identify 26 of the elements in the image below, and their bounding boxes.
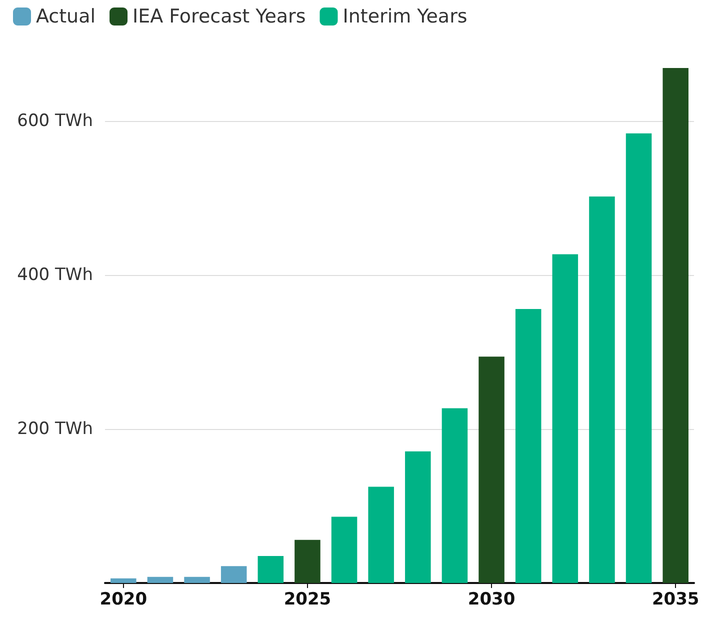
bar (331, 516, 358, 583)
y-tick-label: 600 TWh (17, 111, 93, 132)
x-tick-label: 2035 (652, 590, 700, 610)
legend-label: Actual (36, 6, 96, 28)
bar (405, 451, 431, 583)
bar (110, 578, 136, 583)
bar (515, 308, 542, 583)
bar (589, 196, 615, 583)
x-tick-label: 2030 (468, 590, 516, 610)
bar (626, 133, 652, 583)
bar (368, 486, 394, 583)
bar (662, 68, 688, 583)
bar (220, 566, 247, 583)
y-tick-label: 400 TWh (17, 265, 93, 286)
bar (478, 356, 504, 583)
bar (552, 254, 578, 583)
y-tick-label: 200 TWh (17, 419, 93, 440)
bar (184, 576, 210, 583)
legend-label: Interim Years (342, 6, 468, 28)
bar (147, 576, 174, 583)
bar (294, 540, 320, 583)
bar (258, 556, 284, 583)
x-tick-label: 2020 (100, 590, 148, 610)
legend-label: IEA Forecast Years (132, 6, 306, 28)
bar (442, 408, 468, 583)
x-tick-label: 2025 (284, 590, 332, 610)
